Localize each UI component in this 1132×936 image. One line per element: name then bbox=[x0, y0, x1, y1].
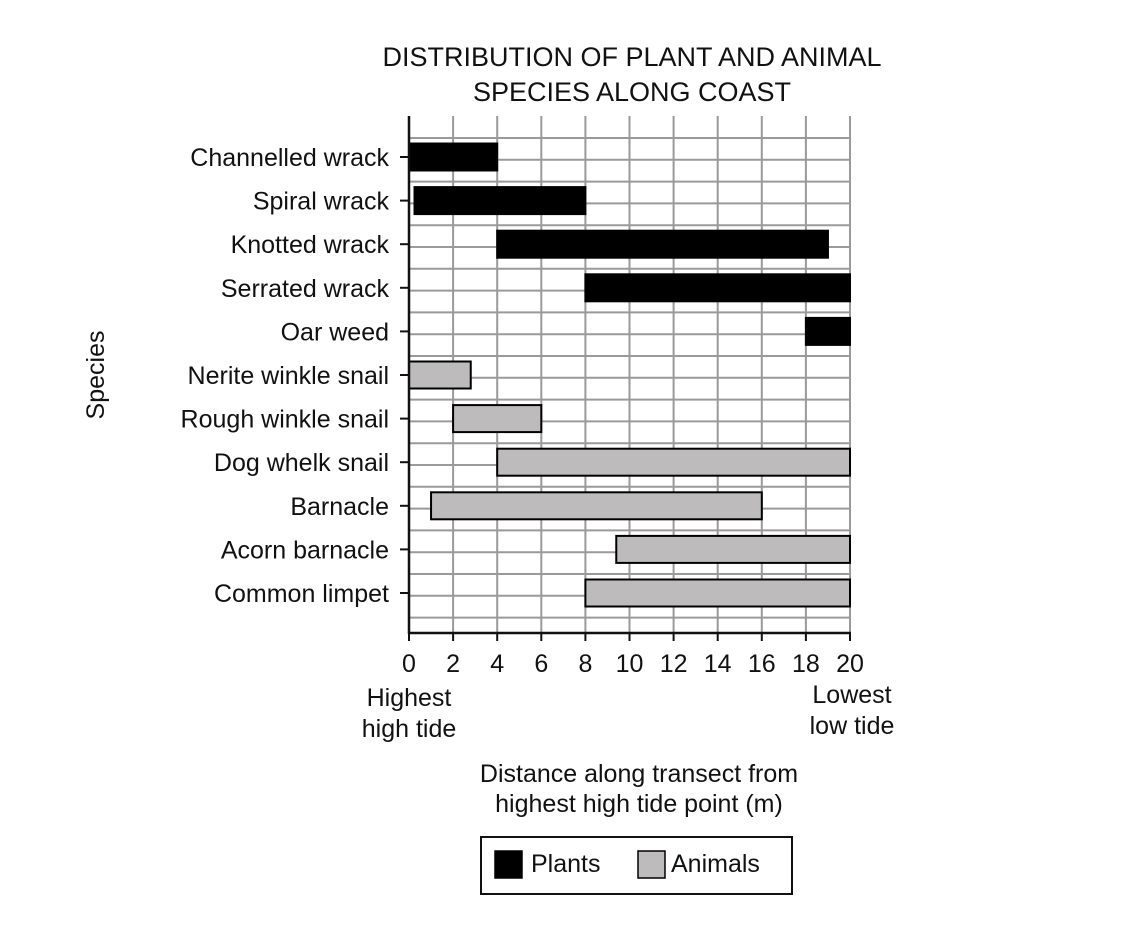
legend-swatch-animals bbox=[637, 850, 666, 879]
legend-box bbox=[480, 836, 793, 895]
bar-rough-winkle-snail bbox=[452, 404, 543, 434]
bar-serrated-wrack bbox=[584, 273, 852, 303]
legend-swatch-plants bbox=[494, 850, 523, 879]
x-tick-label: 6 bbox=[534, 650, 548, 678]
x-annotation-right-line-1: Lowest bbox=[812, 681, 891, 709]
legend-label-animals: Animals bbox=[671, 850, 760, 878]
x-tick-label: 8 bbox=[578, 650, 592, 678]
x-tick-labels: 0 2 4 6 8 10 12 14 16 18 20 bbox=[402, 650, 864, 678]
x-annotation-left-line-1: Highest bbox=[367, 684, 452, 712]
x-annotation-left-line-2: high tide bbox=[362, 715, 457, 743]
species-label: Knotted wrack bbox=[231, 231, 390, 259]
chart-title-line-1: DISTRIBUTION OF PLANT AND ANIMAL bbox=[382, 42, 881, 72]
x-tick-label: 14 bbox=[704, 650, 732, 678]
x-axis-label-line-2: highest high tide point (m) bbox=[495, 790, 783, 818]
y-axis-label: Species bbox=[82, 331, 110, 420]
species-label: Rough winkle snail bbox=[181, 406, 389, 434]
species-label: Nerite winkle snail bbox=[188, 362, 389, 390]
x-tick-label: 18 bbox=[792, 650, 820, 678]
species-labels: Channelled wrack Spiral wrack Knotted wrac… bbox=[181, 144, 390, 608]
bar-barnacle bbox=[430, 491, 763, 521]
bar-common-limpet bbox=[584, 578, 852, 608]
species-label: Channelled wrack bbox=[190, 144, 389, 172]
bar-channelled-wrack bbox=[408, 142, 499, 172]
x-tick-label: 16 bbox=[748, 650, 776, 678]
chart-title-line-2: SPECIES ALONG COAST bbox=[473, 77, 791, 107]
species-label: Common limpet bbox=[214, 580, 389, 608]
bar-knotted-wrack bbox=[496, 229, 829, 259]
species-label: Spiral wrack bbox=[253, 188, 390, 216]
species-label: Acorn barnacle bbox=[221, 536, 389, 564]
species-label: Serrated wrack bbox=[221, 275, 390, 303]
bar-nerite-winkle-snail bbox=[408, 360, 472, 390]
bar-dog-whelk-snail bbox=[496, 447, 851, 477]
x-annotation-right-line-2: low tide bbox=[810, 712, 895, 740]
bar-oar-weed bbox=[804, 316, 852, 346]
x-tick-label: 4 bbox=[490, 650, 504, 678]
x-tick-label: 0 bbox=[402, 650, 416, 678]
x-axis-label-line-1: Distance along transect from bbox=[480, 760, 798, 788]
species-label: Oar weed bbox=[281, 318, 389, 346]
x-tick-label: 12 bbox=[660, 650, 688, 678]
x-tick-label: 20 bbox=[836, 650, 864, 678]
legend-label-plants: Plants bbox=[531, 850, 600, 878]
species-label: Barnacle bbox=[290, 493, 389, 521]
bar-acorn-barnacle bbox=[615, 534, 852, 564]
legend: Plants Animals bbox=[480, 836, 793, 895]
x-tick-label: 10 bbox=[616, 650, 644, 678]
axes bbox=[400, 116, 851, 641]
bar-spiral-wrack bbox=[413, 186, 587, 216]
species-bars bbox=[408, 142, 852, 608]
species-label: Dog whelk snail bbox=[214, 449, 389, 477]
x-tick-label: 2 bbox=[446, 650, 460, 678]
